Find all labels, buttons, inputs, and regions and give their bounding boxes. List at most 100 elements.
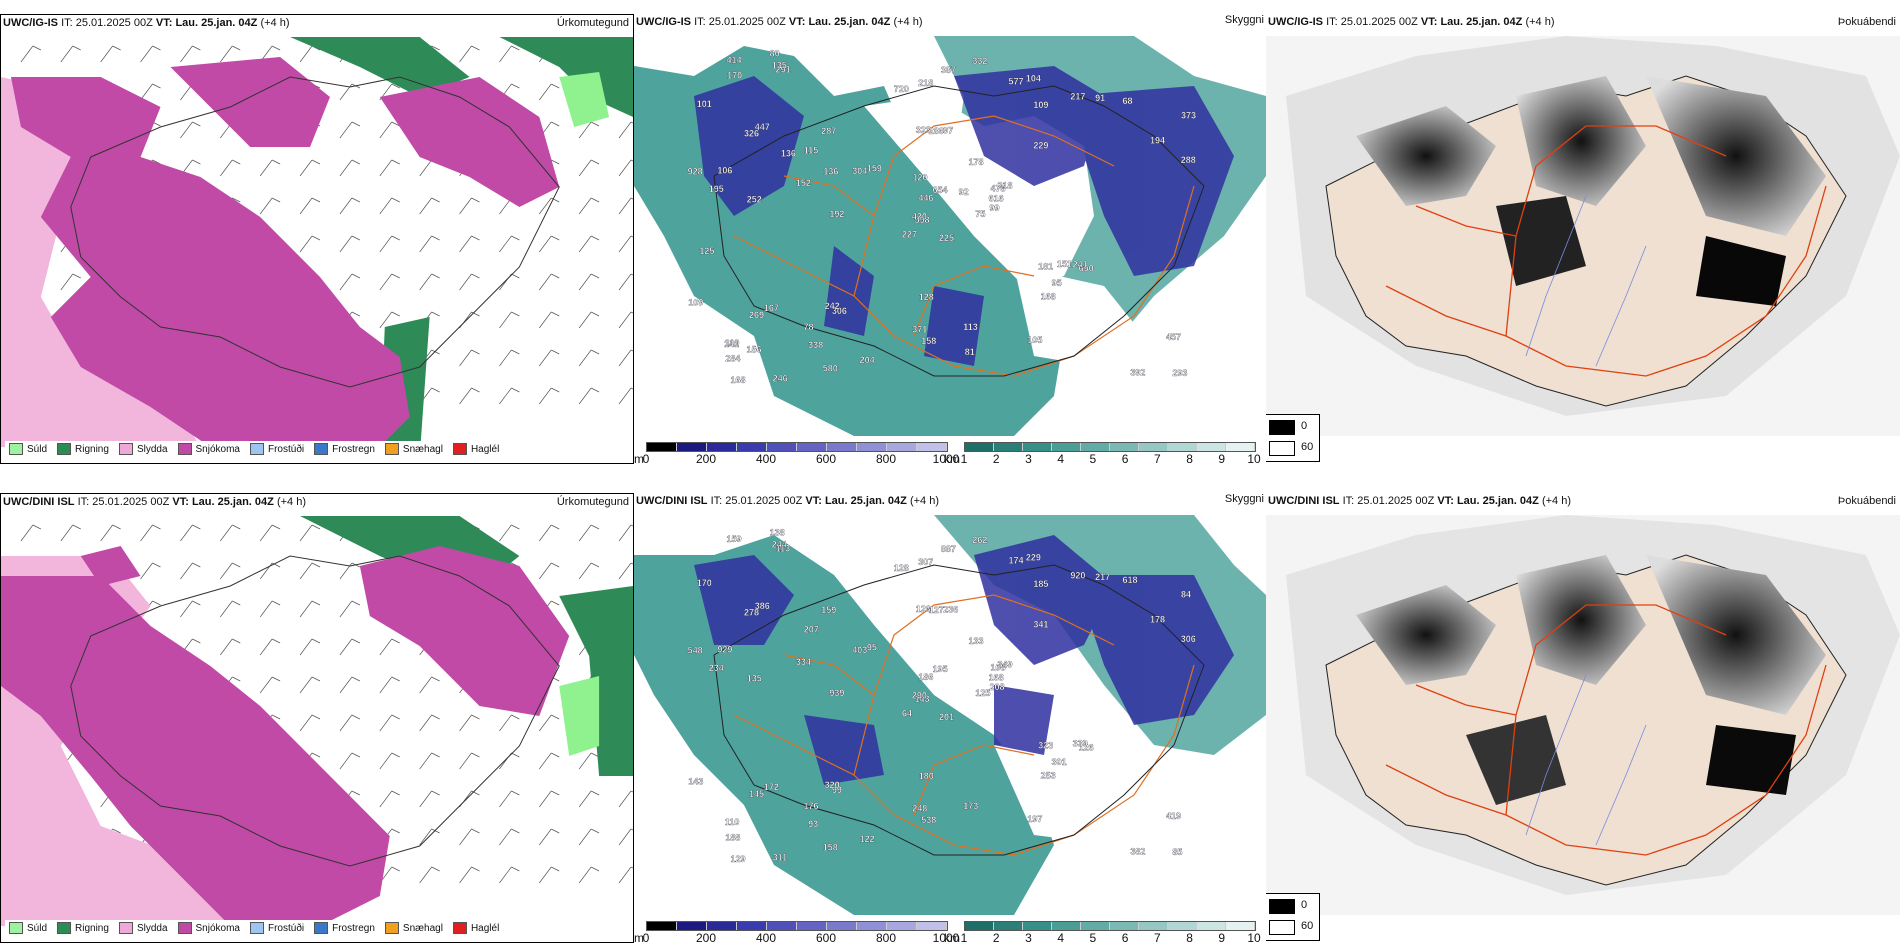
legend-label: Frostregn [332,443,375,455]
colorbar-tick: 7 [1153,931,1161,943]
wind-barb [459,387,472,405]
wind-barb [539,83,552,101]
wind-barb [539,387,552,405]
cloud-base-labels: 201 278 143 110 108 99 229 236 185 125 113 85 135 84 6… [687,527,1195,864]
fog-dense [1356,106,1496,206]
rivers [1525,674,1647,846]
wind-barb [220,524,233,542]
wind-barb [459,752,472,770]
cloud-base-label: 349 [998,660,1013,670]
wind-barb [459,828,472,846]
wind-barb [618,866,632,884]
cloud-base-label: 168 [1041,291,1056,301]
cloud-base-label: 159 [821,605,836,615]
wind-barb [499,524,512,542]
fog-map [1266,515,1900,915]
wind-barb [539,752,552,770]
wind-barb [140,524,153,542]
panel-header: UWC/DINI ISL IT: 25.01.2025 00Z VT: Lau.… [1268,495,1571,507]
wind-barb [499,387,512,405]
visibility-map-svg: 225 326 598 110 473 306 104 97 109 75 291 293 252 373… [634,36,1266,436]
cloud-base-label: 85 [1172,847,1182,857]
wind-barb [459,235,472,253]
cloud-base-label: 168 [989,673,1004,683]
cloud-base-label: 188 [725,833,740,843]
cloud-base-label: 278 [744,608,759,618]
wind-barb [379,197,393,215]
cloud-base-label: 291 [776,65,791,75]
wind-barb [180,600,193,618]
wind-barb [618,121,632,139]
cloud-base-label: 939 [829,688,844,698]
legend-item: Súld [9,922,47,934]
cloud-base-label: 287 [821,126,836,136]
wind-barb [220,45,233,63]
wind-barb [339,638,353,656]
wind-barb [379,121,393,139]
wind-barb [499,714,512,732]
legend-swatch [384,443,399,455]
cloud-base-label: 194 [1150,135,1165,145]
cloud-base-label: 447 [755,122,770,132]
wind-barb [618,828,632,846]
wind-barb [379,235,393,253]
colorbar-tick: 8 [1186,931,1193,943]
cloud-base-label: 654 [933,185,948,195]
colorbar-tick: 200 [695,931,717,943]
coastline [70,76,560,388]
rivers [1525,195,1647,367]
cloud-base-label: 176 [804,801,819,811]
legend-item: Haglél [452,922,499,934]
cloud-base-label: 242 [825,301,840,311]
fog-dense [1496,196,1586,286]
cloud-base-label: 234 [709,663,724,673]
wind-barb [379,714,393,732]
cloud-base-label: 143 [914,694,929,704]
wind-barb [618,524,632,542]
cloud-base-label: 386 [755,601,770,611]
cloud-base-label: 929 [717,644,732,654]
wind-barb [379,676,393,694]
panel-title: Úrkomutegund [556,17,629,29]
colorbar-tick: 5 [1089,452,1097,464]
precip-type-panel: UWC/DINI ISL IT: 25.01.2025 00Z VT: Lau.… [0,493,634,943]
cloud-base-label: 403 [852,645,867,655]
cloud-base-label: 178 [1150,614,1165,624]
cloud-base-label: 387 [941,65,956,75]
wind-barb [339,676,353,694]
visibility-colorbar: km 1 2 3 4 5 6 7 8 9 10 [944,921,1261,943]
visibility-map-svg: 201 278 143 110 108 99 229 236 185 125 113 85 135 84 6… [634,515,1266,915]
wind-barb [539,197,552,215]
cloud-base-label: 332 [972,56,987,66]
snow-area [170,57,330,147]
legend-label: Slydda [136,922,168,934]
cloud-base-label: 311 [773,852,788,862]
colorbar-tick: 10 [1247,931,1261,943]
cloud-base-label: 229 [1033,141,1048,151]
wind-barb [419,197,432,215]
fog-dense [1696,236,1786,306]
cloud-base-label: 293 [1172,368,1187,378]
fog-legend-swatch [1269,441,1295,456]
cloud-base-label: 181 [1038,261,1053,271]
cloud-base-label: 104 [1026,73,1041,83]
wind-barb [618,159,632,177]
wind-barb [499,235,512,253]
wind-barb [499,45,512,63]
cloud-base-label: 113 [776,544,791,554]
road-network [1385,125,1827,377]
cloud-base-label: 288 [1181,155,1196,165]
cloud-base-label: 133 [968,636,983,646]
cloud-base-label: 136 [823,167,838,177]
cloud-base-label: 110 [725,338,740,348]
cloud-base-label: 159 [727,534,742,544]
cloud-base-label: 99 [989,203,999,213]
wind-barb [539,790,552,808]
cloud-base-label: 197 [1027,814,1042,824]
panel-title: Þokuábendi [1837,495,1896,507]
wind-barb [379,311,393,329]
legend-item: Súld [9,443,47,455]
colorbar-tick: 1 [960,931,968,943]
coastline [70,555,560,867]
cloud-base-label: 185 [1033,579,1048,589]
